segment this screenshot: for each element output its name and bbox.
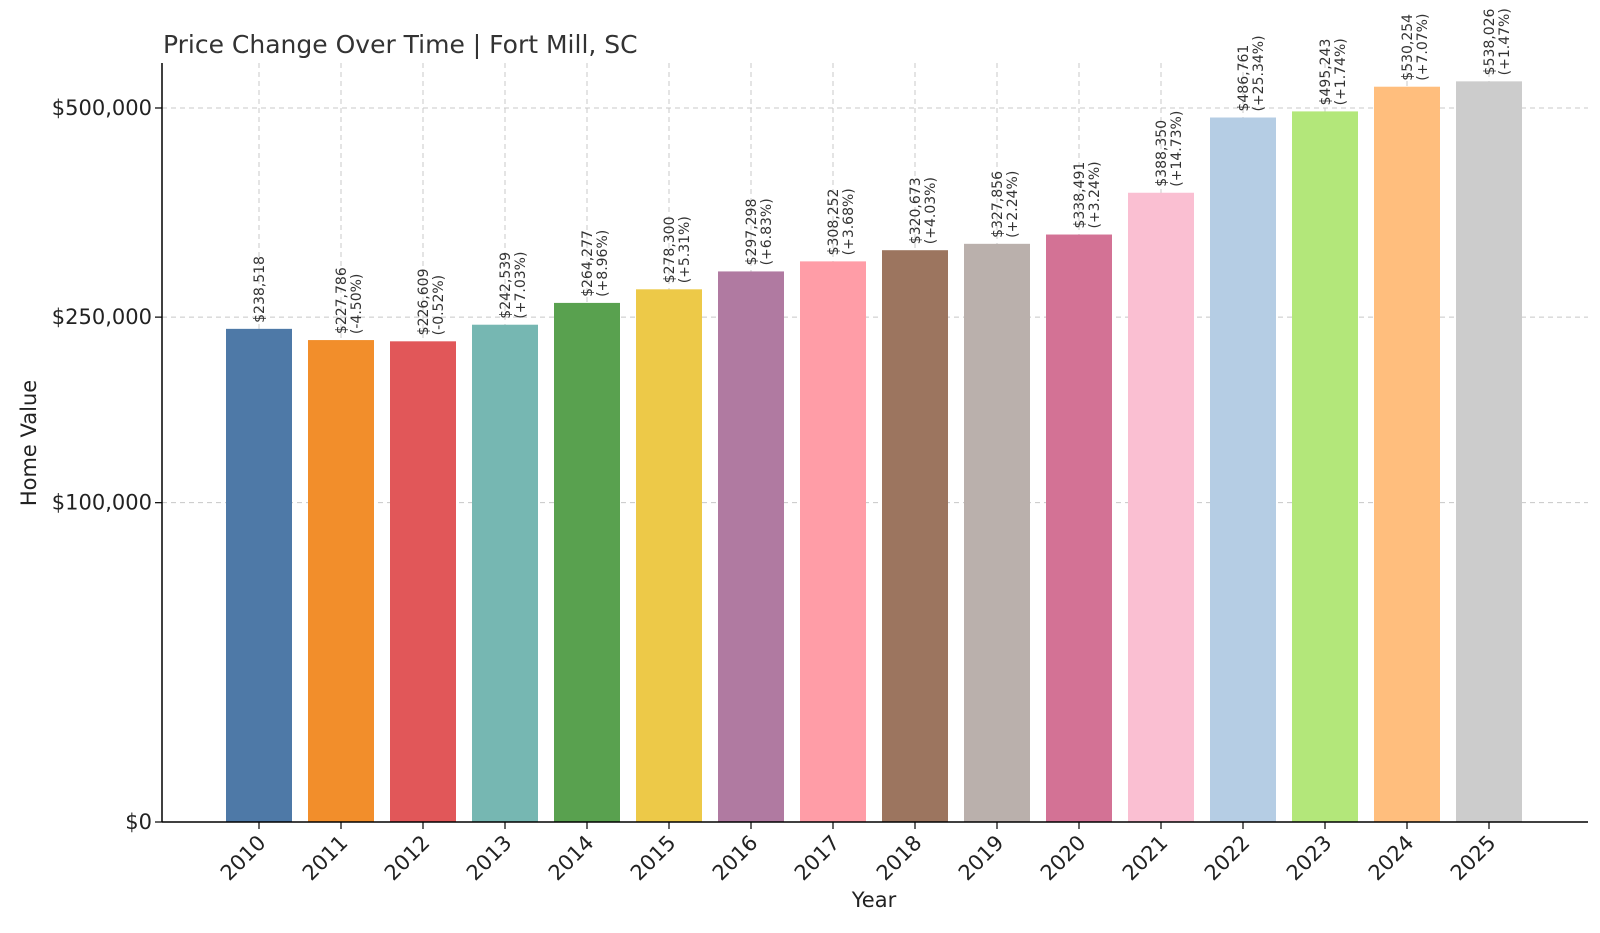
x-tick-label: 2010: [216, 831, 271, 886]
x-tick-label: 2019: [954, 831, 1009, 886]
bar-2018: [882, 250, 948, 822]
y-axis-label: Home Value: [17, 380, 41, 506]
x-tick-label: 2012: [380, 831, 435, 886]
x-tick-label: 2018: [872, 831, 927, 886]
bar-2014: [554, 302, 620, 822]
bar-2011: [308, 340, 374, 822]
bar-change-label: (+1.74%): [1333, 38, 1349, 105]
y-tick-label: $500,000: [52, 96, 152, 120]
x-ticks: 2010 2011 2012 2013 2014 2015 2016 2017 2018 2019…: [216, 822, 1501, 885]
bar-change-label: (+8.96%): [595, 230, 611, 297]
chart-title: Price Change Over Time | Fort Mill, SC: [163, 30, 638, 59]
bar-2022: [1210, 117, 1276, 822]
bar-value-label: $538,026: [1482, 8, 1498, 75]
x-tick-label: 2015: [626, 831, 681, 886]
x-tick-label: 2024: [1364, 831, 1419, 886]
x-tick-label: 2014: [544, 831, 599, 886]
x-tick-label: 2021: [1118, 831, 1173, 886]
axes: [161, 63, 1588, 823]
bar-2025: [1456, 81, 1522, 823]
bar-labels: $238,518 $227,786 (-4.50%) $226,609 (-0.52%)…: [252, 8, 1513, 335]
bar-value-label: $388,350: [1154, 120, 1170, 187]
bar-2012: [390, 341, 456, 822]
bar-change-label: (-4.50%): [349, 274, 365, 334]
bar-change-label: (+2.24%): [1005, 171, 1021, 238]
x-tick-label: 2017: [790, 831, 845, 886]
bars: [226, 81, 1522, 823]
y-tick-label: $0: [125, 810, 152, 834]
bar-value-label: $226,609: [416, 269, 432, 336]
bar-change-label: (-0.52%): [431, 275, 447, 335]
x-tick-label: 2013: [462, 831, 517, 886]
bar-value-label: $278,300: [662, 216, 678, 283]
bar-value-label: $308,252: [826, 189, 842, 256]
y-ticks: $0 $100,000 $250,000 $500,000: [52, 96, 162, 834]
bar-2023: [1292, 111, 1358, 822]
bar-change-label: (+1.47%): [1497, 8, 1513, 75]
bar-change-label: (+4.03%): [923, 177, 939, 244]
bar-value-label: $495,243: [1318, 39, 1334, 106]
bar-2013: [472, 324, 538, 822]
bar-value-label: $486,761: [1236, 45, 1252, 112]
bar-value-label: $297,298: [744, 199, 760, 266]
bar-change-label: (+7.07%): [1415, 14, 1431, 81]
bar-value-label: $338,491: [1072, 162, 1088, 229]
bar-2024: [1374, 86, 1440, 823]
y-tick-label: $100,000: [52, 491, 152, 515]
bar-change-label: (+3.24%): [1087, 161, 1103, 228]
bar-value-label: $238,518: [252, 256, 268, 323]
bar-value-label: $530,254: [1400, 14, 1416, 81]
bar-change-label: (+14.73%): [1169, 111, 1185, 187]
bar-2020: [1046, 234, 1112, 823]
bar-2010: [226, 328, 292, 822]
bar-change-label: (+6.83%): [759, 198, 775, 265]
bar-change-label: (+5.31%): [677, 216, 693, 283]
x-tick-label: 2016: [708, 831, 763, 886]
bar-value-label: $227,786: [334, 267, 350, 334]
bar-change-label: (+7.03%): [513, 252, 529, 319]
y-tick-label: $250,000: [52, 305, 152, 329]
bar-2016: [718, 271, 784, 823]
bar-2021: [1128, 192, 1194, 822]
bar-2019: [964, 243, 1030, 822]
x-tick-label: 2022: [1200, 831, 1255, 886]
bar-change-label: (+25.34%): [1251, 35, 1267, 111]
x-tick-label: 2020: [1036, 831, 1091, 886]
x-tick-label: 2023: [1282, 831, 1337, 886]
bar-2017: [800, 261, 866, 822]
bar-2015: [636, 289, 702, 822]
bar-value-label: $242,539: [498, 252, 514, 319]
x-tick-label: 2011: [298, 831, 353, 886]
bar-value-label: $327,856: [990, 171, 1006, 238]
x-tick-label: 2025: [1446, 831, 1501, 886]
bar-change-label: (+3.68%): [841, 188, 857, 255]
bar-value-label: $264,277: [580, 230, 596, 297]
bar-value-label: $320,673: [908, 177, 924, 244]
x-axis-label: Year: [851, 888, 897, 912]
